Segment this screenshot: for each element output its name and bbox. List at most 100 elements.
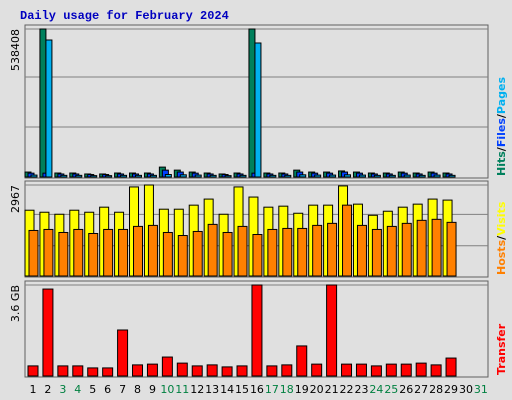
legend-entry: Hosts	[495, 239, 508, 275]
bar	[117, 329, 129, 377]
bar	[102, 367, 114, 377]
x-tick-label: 6	[104, 383, 111, 396]
x-tick-label: 1	[30, 383, 37, 396]
x-tick-label: 17	[265, 383, 279, 396]
bar	[132, 364, 144, 377]
x-tick-label: 7	[119, 383, 126, 396]
x-tick-label: 13	[205, 383, 219, 396]
bar	[311, 363, 323, 377]
bar	[161, 356, 173, 377]
bar	[299, 174, 307, 178]
bar	[39, 28, 47, 178]
x-tick-label: 18	[280, 383, 294, 396]
x-tick-label: 16	[250, 383, 264, 396]
x-tick-label: 11	[175, 383, 189, 396]
legend-entry: Visits	[495, 201, 508, 236]
legend: Hits/Files/Pages	[495, 77, 508, 176]
bar	[251, 284, 263, 377]
bar	[147, 224, 158, 277]
bar	[87, 367, 99, 377]
y-tick-label: 2967	[9, 185, 22, 213]
bar	[176, 362, 188, 377]
bar	[356, 224, 367, 277]
x-tick-label: 28	[429, 383, 443, 396]
bar	[282, 227, 293, 277]
x-tick-label: 20	[310, 383, 324, 396]
bar	[237, 225, 248, 277]
bar	[416, 219, 427, 277]
bar	[341, 363, 353, 377]
bar	[385, 363, 397, 377]
x-tick-label: 9	[149, 383, 156, 396]
x-tick-label: 26	[399, 383, 413, 396]
bar	[88, 232, 99, 277]
bar	[164, 174, 172, 178]
legend-separator: /	[495, 113, 508, 118]
bar	[248, 28, 256, 178]
bar	[326, 284, 338, 377]
legend-entry: Hits	[495, 151, 508, 176]
bar	[42, 288, 54, 377]
x-tick-label: 3	[59, 383, 66, 396]
legend: Hosts/Visits	[495, 201, 508, 275]
x-tick-label: 29	[444, 383, 458, 396]
bar	[312, 224, 323, 277]
bar	[448, 174, 456, 178]
bar	[314, 174, 322, 178]
bar	[162, 231, 173, 277]
bar	[90, 175, 98, 178]
bar	[45, 39, 53, 178]
bar	[73, 228, 84, 277]
bar	[221, 366, 233, 377]
legend-entry: Files	[495, 118, 508, 148]
bar	[418, 174, 426, 178]
y-tick-label: 538408	[9, 29, 22, 71]
x-tick-label: 14	[220, 383, 234, 396]
bar	[267, 228, 278, 277]
x-tick-label: 27	[414, 383, 428, 396]
bar	[27, 365, 39, 377]
bar	[297, 227, 308, 277]
bar	[75, 174, 83, 178]
x-tick-label: 8	[134, 383, 141, 396]
bar	[236, 365, 248, 377]
bar	[105, 175, 113, 178]
bar	[191, 365, 203, 377]
bar	[401, 222, 412, 277]
bar	[344, 174, 352, 178]
x-tick-label: 23	[354, 383, 368, 396]
bar	[430, 364, 442, 377]
bar	[329, 174, 337, 178]
bar	[239, 174, 247, 178]
bar	[103, 228, 114, 277]
bar	[43, 228, 54, 277]
x-tick-label: 12	[190, 383, 204, 396]
legend-entry: Transfer	[495, 323, 508, 375]
bar	[149, 174, 157, 178]
bar	[58, 231, 69, 277]
bar	[224, 175, 232, 178]
bar	[446, 221, 457, 277]
bar	[296, 345, 308, 377]
bar	[206, 364, 218, 377]
chart-title: Daily usage for February 2024	[20, 9, 229, 23]
bar	[133, 225, 144, 277]
bar	[194, 174, 202, 178]
legend-separator: /	[495, 235, 508, 240]
bar	[342, 204, 353, 277]
bar	[30, 174, 38, 178]
bar	[192, 230, 203, 277]
bar	[281, 364, 293, 377]
bar	[415, 362, 427, 377]
bar	[252, 234, 263, 277]
bar	[327, 222, 338, 277]
bar	[72, 365, 84, 377]
bar	[209, 174, 217, 178]
x-tick-label: 22	[340, 383, 354, 396]
bar	[431, 218, 442, 277]
x-tick-label: 30	[459, 383, 473, 396]
x-tick-label: 4	[74, 383, 81, 396]
bar	[371, 228, 382, 277]
